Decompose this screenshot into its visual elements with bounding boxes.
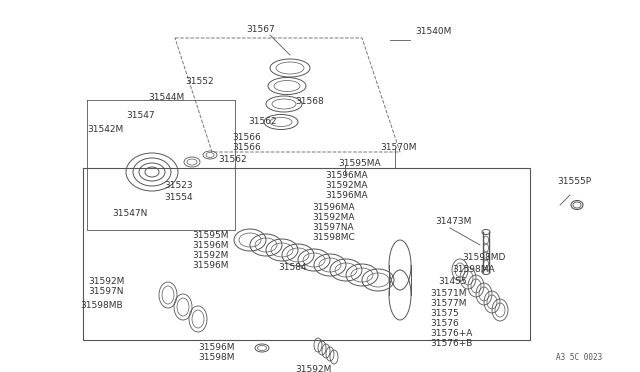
Text: 31592MA: 31592MA xyxy=(312,214,355,222)
Text: 31598M: 31598M xyxy=(198,353,234,362)
Text: 31544M: 31544M xyxy=(148,93,184,103)
Text: 31547: 31547 xyxy=(126,110,155,119)
Text: 31555P: 31555P xyxy=(557,177,591,186)
Text: 31596M: 31596M xyxy=(192,260,228,269)
Text: 31598MB: 31598MB xyxy=(80,301,123,310)
Text: 31542M: 31542M xyxy=(87,125,124,135)
Text: 31596M: 31596M xyxy=(198,343,234,353)
Text: 31547N: 31547N xyxy=(112,208,147,218)
Text: 31562: 31562 xyxy=(248,118,276,126)
Text: 31566: 31566 xyxy=(232,144,260,153)
Text: 31554: 31554 xyxy=(164,193,193,202)
Text: 31562: 31562 xyxy=(218,155,246,164)
Text: 31552: 31552 xyxy=(185,77,214,87)
Text: 31592M: 31592M xyxy=(88,278,124,286)
Text: 31598MA: 31598MA xyxy=(452,266,495,275)
Text: 31571M: 31571M xyxy=(430,289,467,298)
Text: 31596MA: 31596MA xyxy=(325,190,367,199)
Text: 31473M: 31473M xyxy=(435,218,472,227)
Text: 31595MA: 31595MA xyxy=(338,158,381,167)
Text: 31577M: 31577M xyxy=(430,298,467,308)
Text: 31597NA: 31597NA xyxy=(312,224,354,232)
Text: 31584: 31584 xyxy=(278,263,307,273)
Text: 31455: 31455 xyxy=(438,278,467,286)
Text: 31575: 31575 xyxy=(430,308,459,317)
Text: 31598MD: 31598MD xyxy=(462,253,506,263)
Text: 31570M: 31570M xyxy=(380,144,417,153)
Text: 31566: 31566 xyxy=(232,134,260,142)
Text: 31595M: 31595M xyxy=(192,231,228,240)
Text: 31540M: 31540M xyxy=(415,28,451,36)
Text: 31596MA: 31596MA xyxy=(312,203,355,212)
Text: 31592MA: 31592MA xyxy=(325,180,367,189)
Text: 31567: 31567 xyxy=(246,26,275,35)
Text: 31592M: 31592M xyxy=(192,250,228,260)
Text: 31568: 31568 xyxy=(295,97,324,106)
Text: 31523: 31523 xyxy=(164,182,193,190)
Text: 31576+A: 31576+A xyxy=(430,328,472,337)
Text: 31596MA: 31596MA xyxy=(325,170,367,180)
Text: 31576: 31576 xyxy=(430,318,459,327)
Text: 31596M: 31596M xyxy=(192,241,228,250)
Text: 31598MC: 31598MC xyxy=(312,234,355,243)
Text: 31592M: 31592M xyxy=(295,366,332,372)
Text: 31576+B: 31576+B xyxy=(430,339,472,347)
Text: 31597N: 31597N xyxy=(88,288,124,296)
Text: A3 5C 0023: A3 5C 0023 xyxy=(556,353,602,362)
